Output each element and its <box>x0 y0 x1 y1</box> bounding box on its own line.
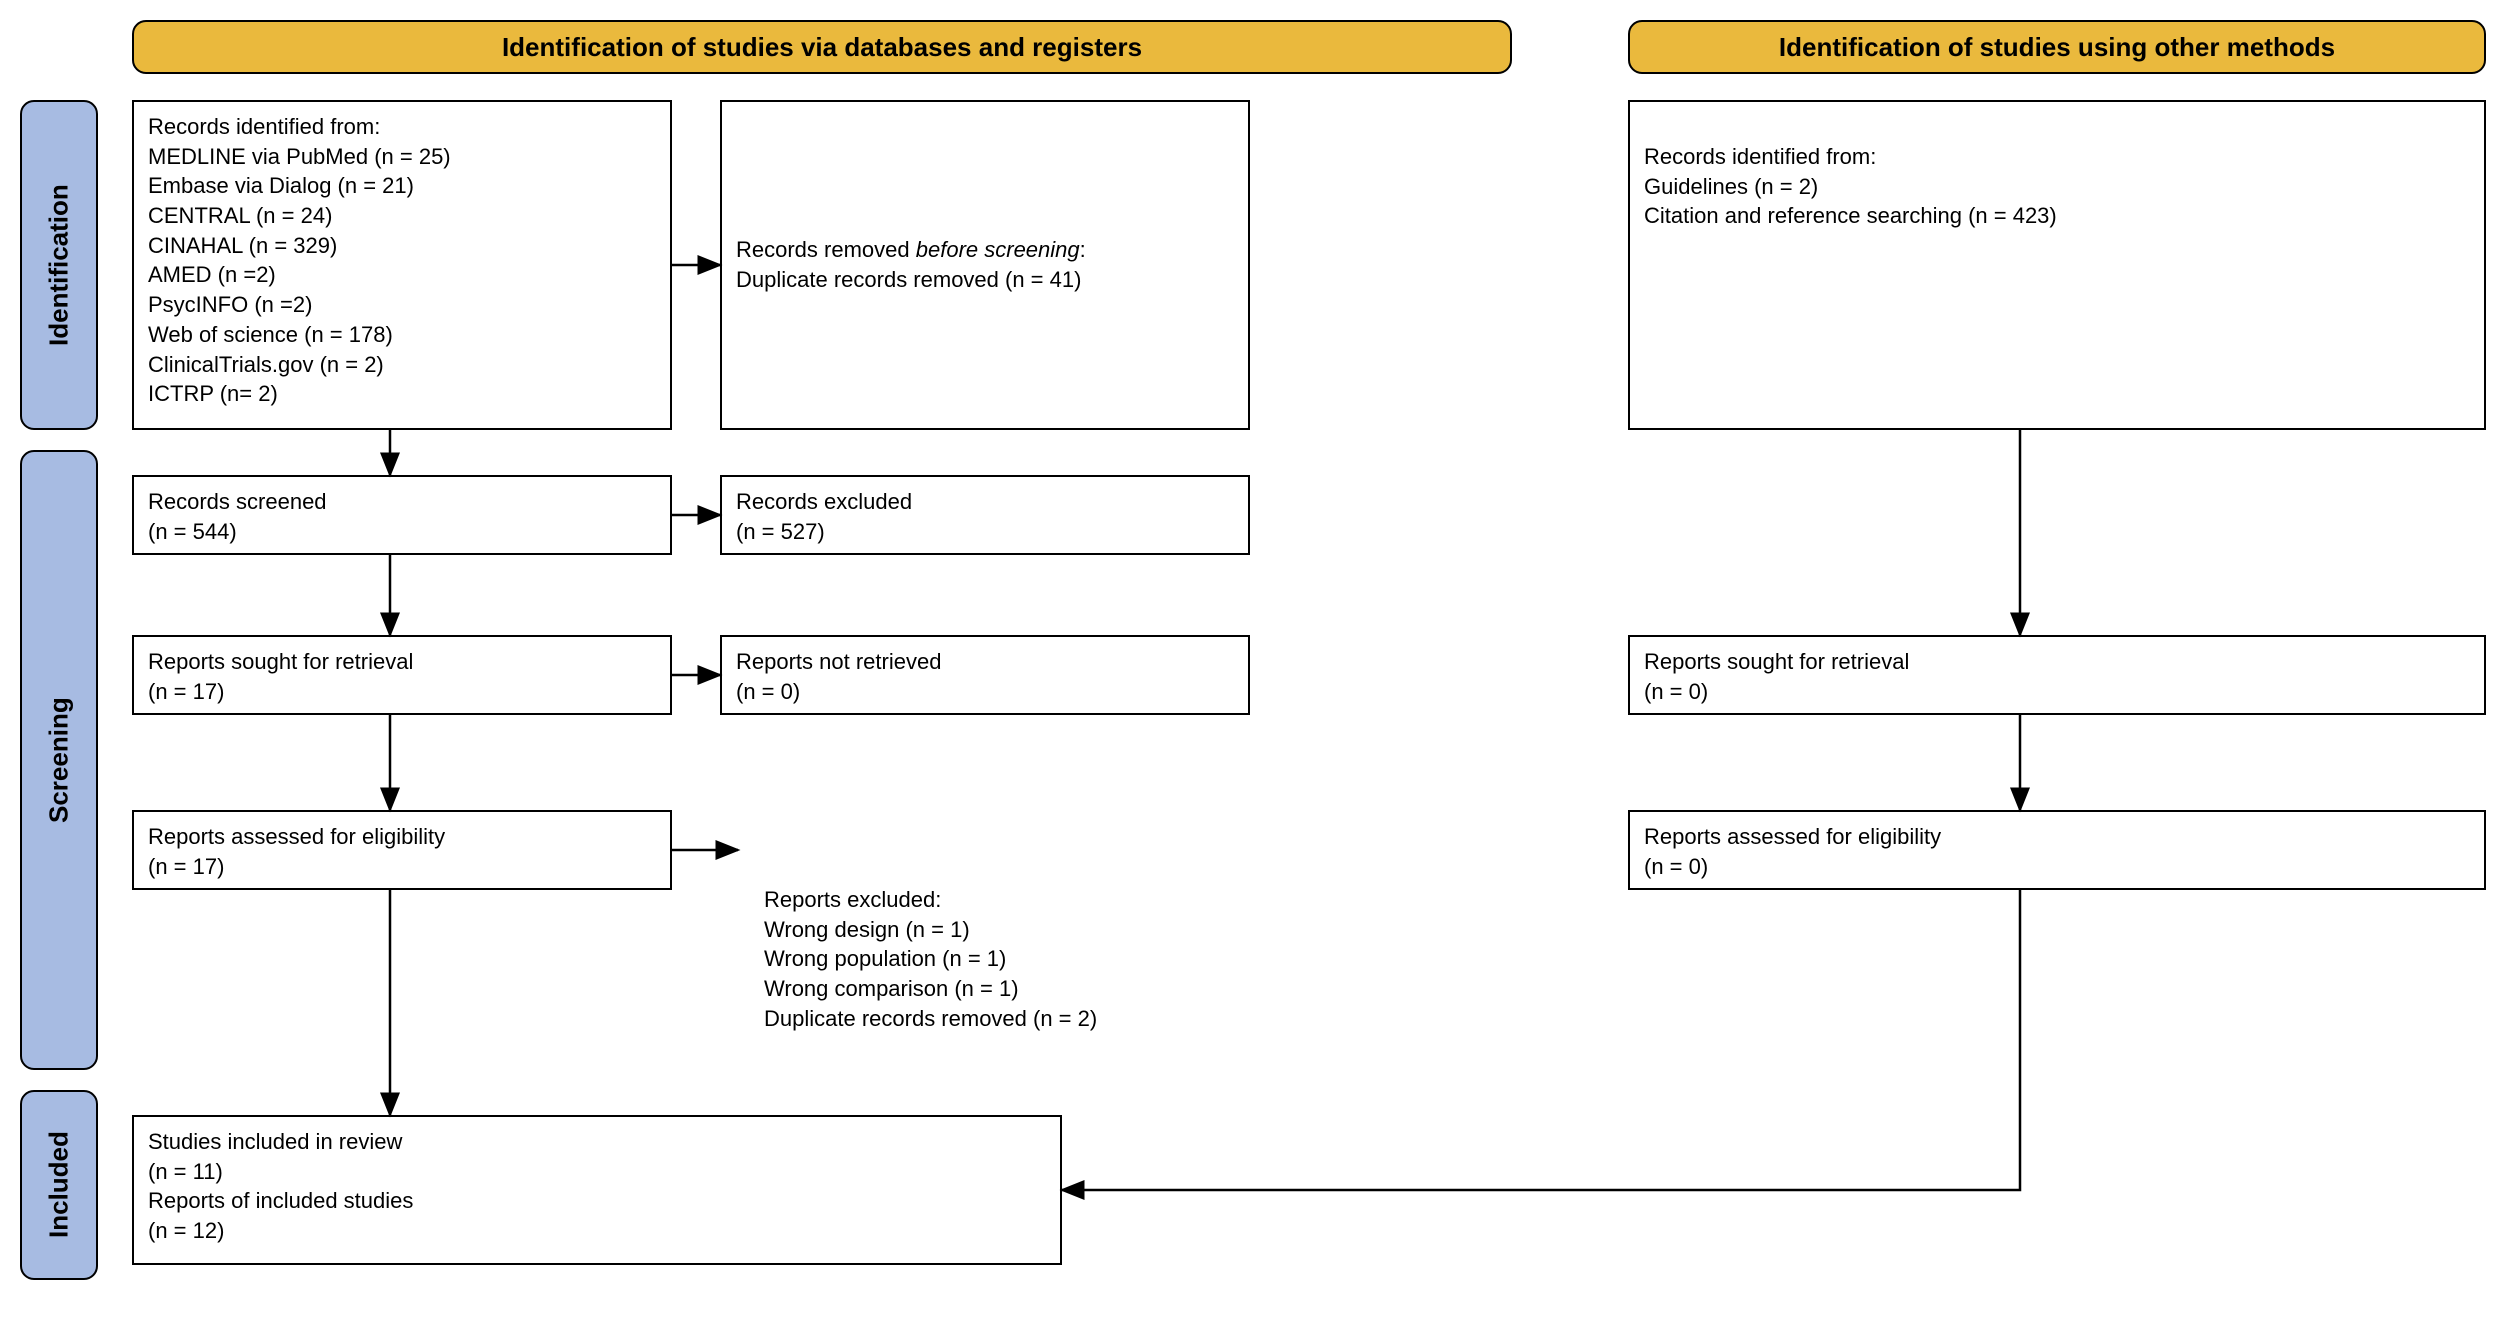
text: MEDLINE via PubMed (n = 25) <box>148 144 451 169</box>
box-reports-not-retrieved: Reports not retrieved (n = 0) <box>720 635 1250 715</box>
box-reports-assessed-other: Reports assessed for eligibility (n = 0) <box>1628 810 2486 890</box>
text: Records screened <box>148 489 327 514</box>
header-other-methods: Identification of studies using other me… <box>1628 20 2486 74</box>
text: Reports sought for retrieval <box>148 649 413 674</box>
box-records-identified-other: Records identified from: Guidelines (n =… <box>1628 100 2486 430</box>
text: Web of science (n = 178) <box>148 322 393 347</box>
text-italic: before screening <box>916 237 1080 262</box>
text: Reports of included studies <box>148 1188 413 1213</box>
text: (n = 17) <box>148 679 224 704</box>
text: Wrong comparison (n = 1) <box>764 976 1019 1001</box>
header-databases: Identification of studies via databases … <box>132 20 1512 74</box>
box-records-identified-db: Records identified from: MEDLINE via Pub… <box>132 100 672 430</box>
text: Reports excluded: <box>764 887 941 912</box>
text: Reports assessed for eligibility <box>148 824 445 849</box>
box-reports-assessed: Reports assessed for eligibility (n = 17… <box>132 810 672 890</box>
text: Reports assessed for eligibility <box>1644 824 1941 849</box>
text: Wrong design (n = 1) <box>764 917 970 942</box>
stage-identification: Identification <box>20 100 98 430</box>
box-records-removed-before: Records removed before screening: Duplic… <box>720 100 1250 430</box>
text: : <box>1080 237 1086 262</box>
prisma-flowchart: Identification of studies via databases … <box>20 20 2500 1298</box>
text: Records identified from: <box>148 114 380 139</box>
text: (n = 11) <box>148 1159 223 1184</box>
text: (n = 527) <box>736 519 825 544</box>
text: ClinicalTrials.gov (n = 2) <box>148 352 384 377</box>
text: CENTRAL (n = 24) <box>148 203 332 228</box>
box-reports-sought-other: Reports sought for retrieval (n = 0) <box>1628 635 2486 715</box>
text: Guidelines (n = 2) <box>1644 174 1818 199</box>
text: Records excluded <box>736 489 912 514</box>
text: (n = 0) <box>736 679 800 704</box>
text: Duplicate records removed (n = 41) <box>736 267 1081 292</box>
box-studies-included: Studies included in review (n = 11) Repo… <box>132 1115 1062 1265</box>
box-records-excluded: Records excluded (n = 527) <box>720 475 1250 555</box>
text: (n = 544) <box>148 519 237 544</box>
text: Records identified from: <box>1644 144 1876 169</box>
text: Studies included in review <box>148 1129 402 1154</box>
text: (n = 17) <box>148 854 224 879</box>
text: Records removed <box>736 237 916 262</box>
text: Reports not retrieved <box>736 649 941 674</box>
box-reports-excluded-reasons: Reports excluded: Wrong design (n = 1) W… <box>750 875 1310 1045</box>
box-reports-sought: Reports sought for retrieval (n = 17) <box>132 635 672 715</box>
text: Embase via Dialog (n = 21) <box>148 173 414 198</box>
stage-screening: Screening <box>20 450 98 1070</box>
text: ICTRP (n= 2) <box>148 381 278 406</box>
text: (n = 12) <box>148 1218 224 1243</box>
box-records-screened: Records screened (n = 544) <box>132 475 672 555</box>
text: CINAHAL (n = 329) <box>148 233 337 258</box>
stage-included: Included <box>20 1090 98 1280</box>
text: (n = 0) <box>1644 854 1708 879</box>
text: Duplicate records removed (n = 2) <box>764 1006 1097 1031</box>
text: Wrong population (n = 1) <box>764 946 1006 971</box>
text: AMED (n =2) <box>148 262 276 287</box>
text: (n = 0) <box>1644 679 1708 704</box>
text: Reports sought for retrieval <box>1644 649 1909 674</box>
text: PsycINFO (n =2) <box>148 292 312 317</box>
text: Citation and reference searching (n = 42… <box>1644 203 2057 228</box>
